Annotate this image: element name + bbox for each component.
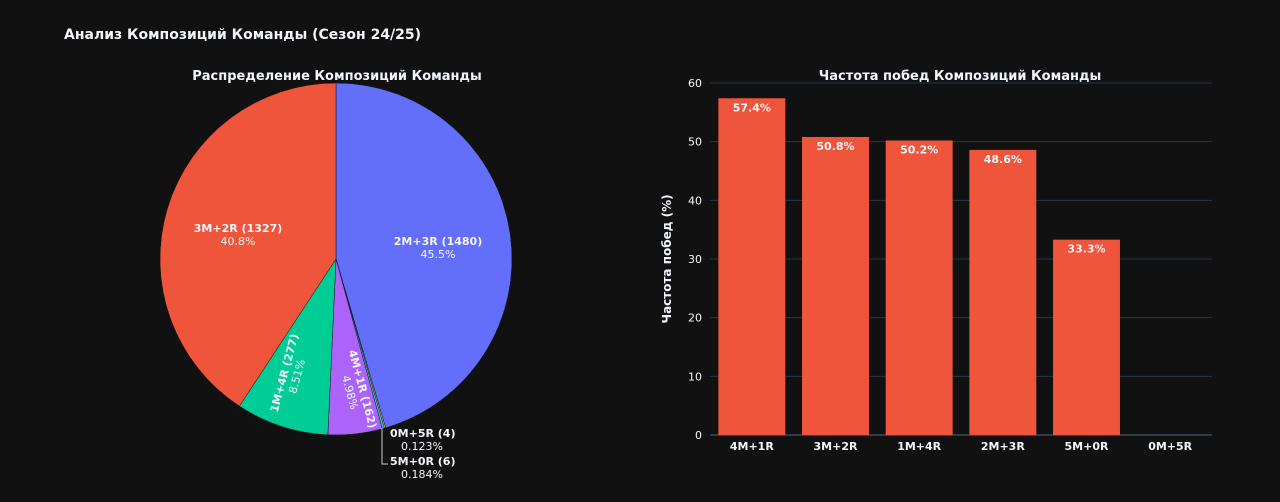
pie-leader-line <box>381 428 388 465</box>
y-tick-label: 10 <box>688 370 702 383</box>
pie-outside-percent: 0.184% <box>401 468 443 481</box>
x-tick-label: 3M+2R <box>814 440 858 453</box>
pie-title: Распределение Композиций Команды <box>192 69 482 84</box>
y-tick-label: 50 <box>688 136 702 149</box>
y-tick-label: 40 <box>688 194 702 207</box>
pie-label-group: 2M+3R (1480)45.5% <box>394 235 482 261</box>
bar-data-label: 33.3% <box>1067 243 1105 256</box>
pie-chart: 2M+3R (1480)45.5%3M+2R (1327)40.8%1M+4R … <box>159 82 513 481</box>
bar-data-label: 50.2% <box>900 143 938 156</box>
x-tick-label: 2M+3R <box>981 440 1025 453</box>
x-tick-label: 5M+0R <box>1065 440 1109 453</box>
pie-outside-percent: 0.123% <box>401 440 443 453</box>
pie-slice-2M+3R <box>335 82 513 429</box>
y-tick-label: 0 <box>695 429 702 442</box>
bar-3M+2R <box>802 136 869 435</box>
y-tick-label: 30 <box>688 253 702 266</box>
pie-percent: 40.8% <box>221 235 256 248</box>
bar-1M+4R <box>885 140 953 435</box>
pie-outside-label: 0M+5R (4) <box>390 427 455 440</box>
pie-label: 2M+3R (1480) <box>394 235 482 248</box>
y-tick-label: 60 <box>688 77 702 90</box>
bar-5M+0R <box>1053 239 1120 435</box>
pie-label-group: 3M+2R (1327)40.8% <box>194 222 282 248</box>
pie-label: 3M+2R (1327) <box>194 222 282 235</box>
y-tick-label: 20 <box>688 312 702 325</box>
pie-percent: 45.5% <box>421 248 456 261</box>
y-axis-label: Частота побед (%) <box>660 194 674 323</box>
bar-data-label: 57.4% <box>733 101 771 114</box>
bar-title: Частота побед Композиций Команды <box>819 69 1101 84</box>
x-tick-label: 0M+5R <box>1148 440 1192 453</box>
bar-4M+1R <box>718 98 786 436</box>
pie-slice-3M+2R <box>159 82 337 407</box>
main-title: Анализ Композиций Команды (Сезон 24/25) <box>64 27 422 43</box>
bar-data-label: 48.6% <box>984 153 1022 166</box>
pie-outside-label: 5M+0R (6) <box>390 455 455 468</box>
x-tick-label: 1M+4R <box>897 440 941 453</box>
bar-chart: 0 10 20 30 40 50 60 57.4% 4M+1R 50.8% 3M+2R 50.2% 1M… <box>688 77 1212 453</box>
bar-data-label: 50.8% <box>816 140 854 153</box>
x-tick-label: 4M+1R <box>730 440 774 453</box>
bar-2M+3R <box>969 149 1037 435</box>
pie-slice-1M+4R <box>239 258 337 436</box>
